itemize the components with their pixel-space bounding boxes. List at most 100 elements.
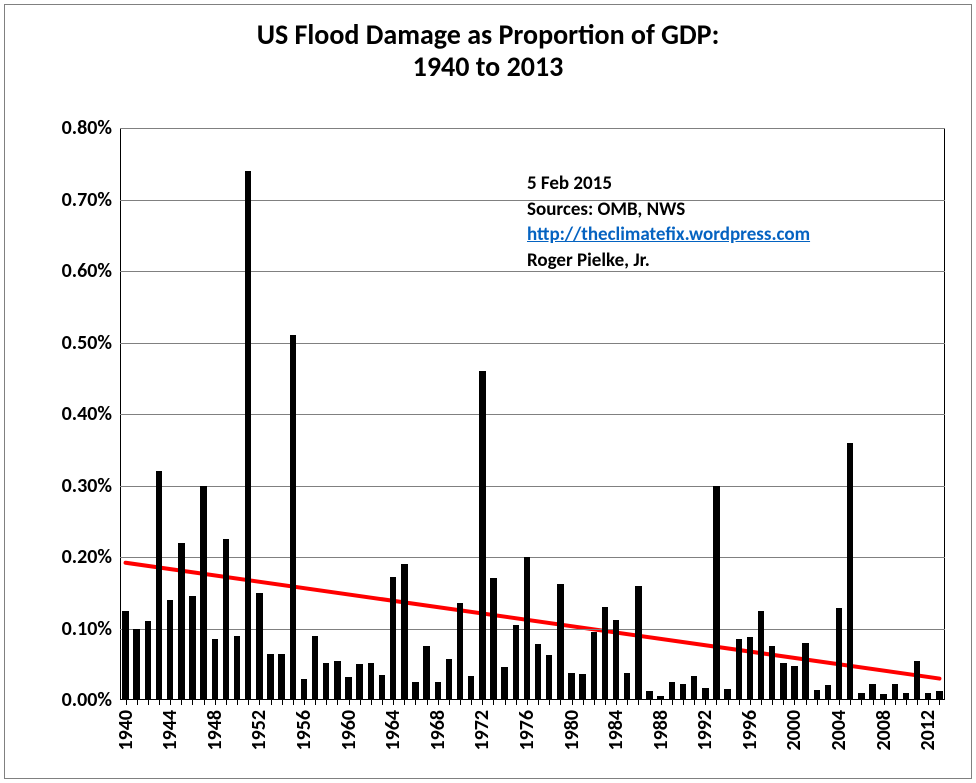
x-tick	[750, 700, 751, 705]
bar	[869, 684, 875, 700]
x-tick-label: 1944	[158, 710, 182, 751]
gridline-h	[120, 128, 945, 129]
x-tick-label: 1992	[693, 710, 717, 751]
bar	[747, 637, 753, 700]
x-tick	[371, 700, 372, 705]
x-tick	[572, 700, 573, 705]
bar	[535, 644, 541, 700]
x-tick-label: 1980	[560, 710, 584, 751]
bar	[847, 443, 853, 700]
x-tick-label: 1952	[247, 710, 271, 751]
gridline-h	[120, 629, 945, 630]
x-tick-label: 1968	[426, 710, 450, 751]
x-tick	[627, 700, 628, 705]
x-tick	[516, 700, 517, 705]
x-tick	[884, 700, 885, 705]
bar	[368, 663, 374, 700]
x-tick	[839, 700, 840, 705]
bar	[423, 646, 429, 700]
x-tick	[349, 700, 350, 705]
bar	[200, 486, 206, 701]
annotation-block: 5 Feb 2015 Sources: OMB, NWS http://thec…	[527, 171, 810, 274]
x-tick	[226, 700, 227, 705]
bar	[167, 600, 173, 700]
x-tick	[739, 700, 740, 705]
x-tick-label: 2012	[916, 710, 940, 751]
x-tick	[393, 700, 394, 705]
bar	[345, 677, 351, 700]
x-tick	[159, 700, 160, 705]
x-tick	[917, 700, 918, 705]
bar	[267, 654, 273, 700]
bar	[156, 471, 162, 700]
x-tick	[427, 700, 428, 705]
x-tick	[449, 700, 450, 705]
x-tick	[382, 700, 383, 705]
x-tick-label: 1940	[114, 710, 138, 751]
x-tick-label: 1960	[337, 710, 361, 751]
bar	[501, 667, 507, 700]
x-tick	[583, 700, 584, 705]
bar	[758, 611, 764, 700]
bar	[122, 611, 128, 700]
x-tick	[482, 700, 483, 705]
x-tick	[850, 700, 851, 705]
bar	[178, 543, 184, 700]
bar	[691, 676, 697, 700]
x-tick	[594, 700, 595, 705]
x-tick	[672, 700, 673, 705]
x-tick	[148, 700, 149, 705]
y-tick-label: 0.50%	[32, 331, 112, 355]
x-tick	[170, 700, 171, 705]
x-tick	[861, 700, 862, 705]
bar	[234, 636, 240, 700]
bar	[736, 639, 742, 700]
bar	[479, 371, 485, 700]
x-tick	[761, 700, 762, 705]
x-tick	[315, 700, 316, 705]
bar	[245, 171, 251, 700]
bar	[356, 664, 362, 700]
y-tick-label: 0.60%	[32, 259, 112, 283]
bar	[669, 682, 675, 700]
x-tick	[783, 700, 784, 705]
bar	[635, 586, 641, 700]
x-tick	[505, 700, 506, 705]
x-tick	[337, 700, 338, 705]
x-tick	[895, 700, 896, 705]
x-tick	[271, 700, 272, 705]
bar	[189, 596, 195, 700]
annotation-url[interactable]: http://theclimatefix.wordpress.com	[527, 223, 810, 246]
bar	[802, 643, 808, 700]
x-tick	[928, 700, 929, 705]
bar	[814, 690, 820, 700]
x-tick	[460, 700, 461, 705]
bar	[290, 335, 296, 700]
x-tick	[137, 700, 138, 705]
x-tick	[304, 700, 305, 705]
gridline-h	[120, 557, 945, 558]
x-tick	[817, 700, 818, 705]
x-tick-label: 1984	[604, 710, 628, 751]
bar	[780, 663, 786, 700]
chart-title-line2: 1940 to 2013	[413, 49, 564, 84]
x-tick	[282, 700, 283, 705]
bar	[256, 593, 262, 700]
gridline-h	[120, 414, 945, 415]
bar	[223, 539, 229, 700]
bar	[334, 661, 340, 700]
gridline-h	[120, 486, 945, 487]
x-tick	[126, 700, 127, 705]
x-tick	[650, 700, 651, 705]
x-tick	[638, 700, 639, 705]
x-tick	[906, 700, 907, 705]
x-tick	[873, 700, 874, 705]
x-tick	[259, 700, 260, 705]
bar	[390, 577, 396, 700]
x-tick	[215, 700, 216, 705]
annotation-author: Roger Pielke, Jr.	[527, 248, 810, 274]
x-tick	[237, 700, 238, 705]
x-tick	[694, 700, 695, 705]
bar	[791, 666, 797, 700]
x-tick	[471, 700, 472, 705]
